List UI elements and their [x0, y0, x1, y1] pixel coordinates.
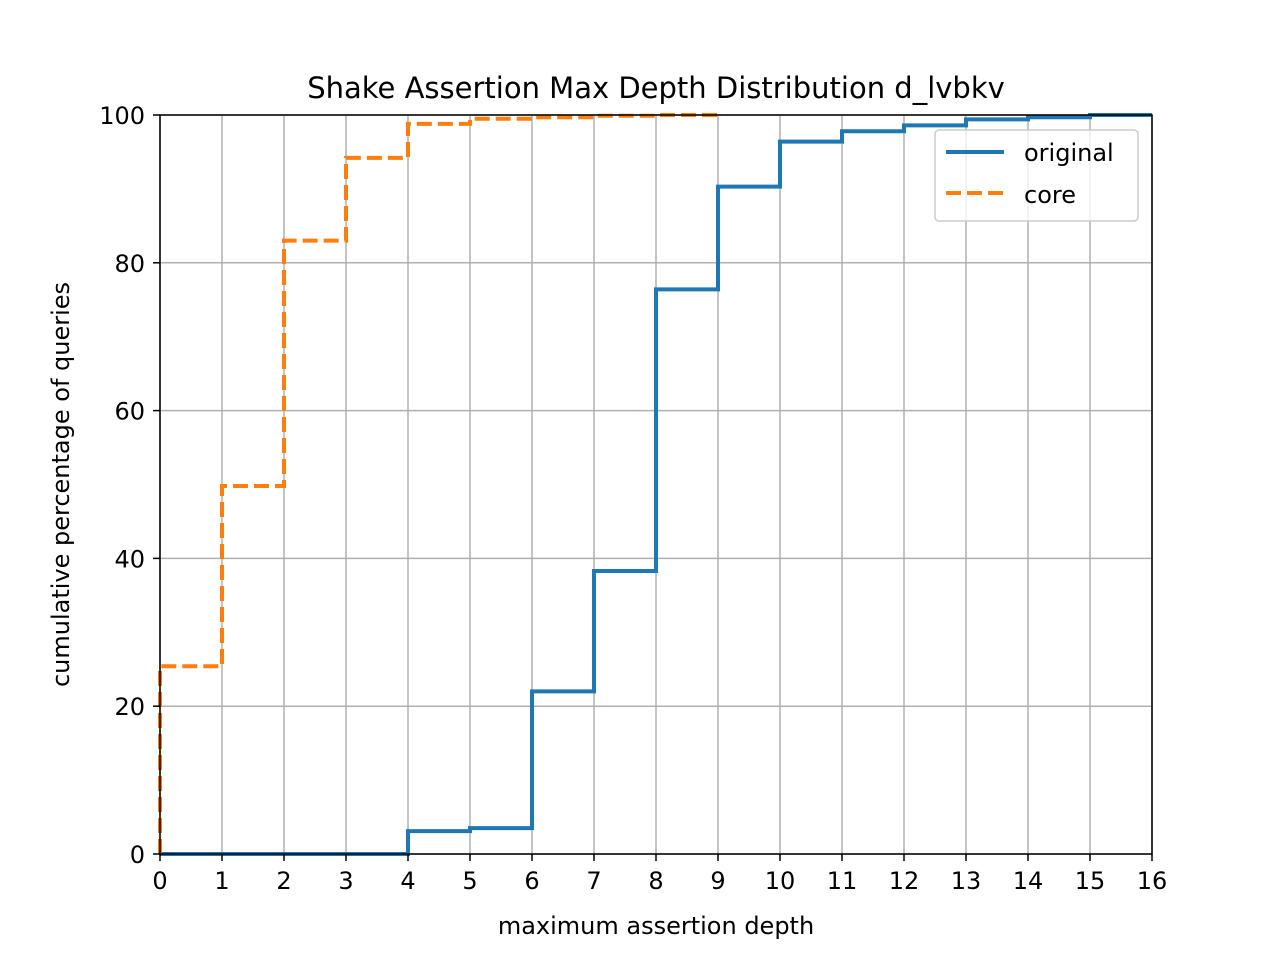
x-tick-label: 15	[1075, 867, 1106, 895]
y-tick-label: 40	[114, 545, 145, 573]
legend-label-original: original	[1024, 139, 1114, 167]
x-tick-label: 11	[827, 867, 858, 895]
series-line-core	[158, 113, 718, 854]
legend: original core	[934, 129, 1139, 222]
x-tick-label: 5	[462, 867, 477, 895]
x-tick-label: 12	[889, 867, 920, 895]
y-tick-label: 80	[114, 250, 145, 278]
grid-lines	[159, 114, 1153, 855]
chart-title: Shake Assertion Max Depth Distribution d…	[307, 71, 1005, 105]
y-tick-label: 20	[114, 693, 145, 721]
x-tick-label: 13	[951, 867, 982, 895]
y-tick-label: 0	[130, 841, 145, 869]
x-tick-label: 6	[524, 867, 539, 895]
x-tick-label: 8	[648, 867, 663, 895]
x-tick-label: 4	[400, 867, 415, 895]
x-axis-title: maximum assertion depth	[498, 912, 814, 940]
y-tick-label: 60	[114, 398, 145, 426]
x-tick-label: 16	[1137, 867, 1168, 895]
x-tick-label: 7	[586, 867, 601, 895]
x-tick-label: 2	[276, 867, 291, 895]
x-tick-label: 9	[710, 867, 725, 895]
legend-label-core: core	[1024, 181, 1076, 209]
x-tick-label: 3	[338, 867, 353, 895]
x-tick-label: 1	[214, 867, 229, 895]
y-axis-title: cumulative percentage of queries	[47, 282, 75, 687]
x-tick-label: 10	[765, 867, 796, 895]
x-tick-label: 14	[1013, 867, 1044, 895]
y-tick-label: 100	[99, 102, 145, 130]
series-line-original	[160, 113, 1152, 856]
series-lines	[158, 113, 1152, 856]
x-tick-label: 0	[152, 867, 167, 895]
